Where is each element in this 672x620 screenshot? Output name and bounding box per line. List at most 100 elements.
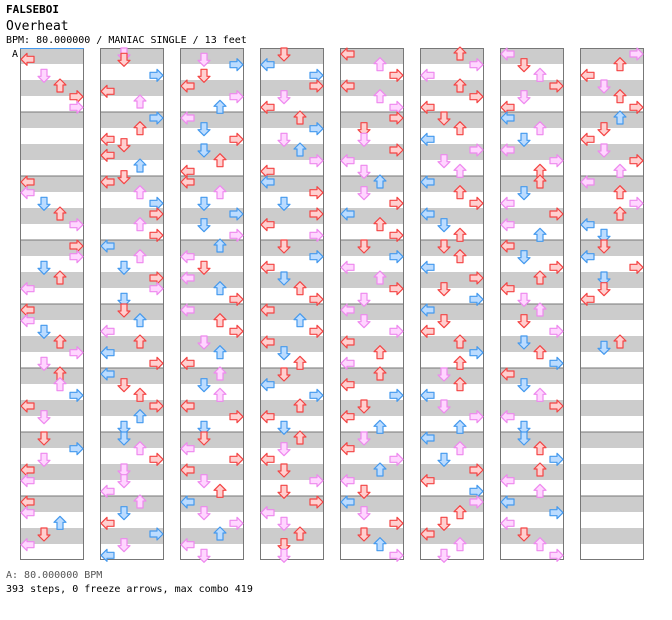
step-arrow-left: [260, 335, 275, 349]
step-arrow-down: [197, 52, 211, 67]
step-arrow-down: [597, 79, 611, 94]
step-arrow-right: [309, 154, 324, 168]
step-arrow-down: [277, 516, 291, 531]
step-arrow-down: [197, 260, 211, 275]
step-arrow-down: [197, 68, 211, 83]
step-arrow-down: [437, 399, 451, 414]
step-arrow-down: [437, 452, 451, 467]
step-arrow-left: [100, 148, 115, 162]
measure: [20, 304, 84, 368]
step-arrow-up: [293, 526, 307, 541]
step-arrow-up: [213, 387, 227, 402]
step-arrow-down: [197, 378, 211, 393]
measure: [20, 496, 84, 560]
step-arrow-right: [229, 516, 244, 530]
step-arrow-left: [260, 218, 275, 232]
step-arrow-left: [420, 431, 435, 445]
step-arrow-up: [213, 153, 227, 168]
step-arrow-down: [597, 340, 611, 355]
step-arrow-left: [420, 527, 435, 541]
step-arrow-left: [420, 474, 435, 488]
chart-meta: BPM: 80.000000 / MANIAC SINGLE / 13 feet: [6, 35, 247, 46]
step-arrow-up: [373, 537, 387, 552]
step-arrow-right: [629, 154, 644, 168]
step-arrow-down: [597, 239, 611, 254]
step-arrow-down: [277, 442, 291, 457]
step-arrow-up: [453, 377, 467, 392]
step-arrow-down: [357, 132, 371, 147]
measure: [20, 432, 84, 496]
step-arrow-up: [293, 355, 307, 370]
step-arrow-up: [533, 537, 547, 552]
step-arrow-right: [549, 548, 564, 562]
step-arrow-right: [229, 292, 244, 306]
step-arrow-down: [437, 548, 451, 563]
step-arrow-up: [533, 174, 547, 189]
step-arrow-down: [197, 335, 211, 350]
measure: [340, 112, 404, 176]
measure: [20, 240, 84, 304]
step-arrow-down: [517, 186, 531, 201]
measure: [100, 304, 164, 368]
step-arrow-down: [277, 132, 291, 147]
step-arrow-down: [517, 292, 531, 307]
step-arrow-left: [340, 47, 355, 61]
measure: [580, 368, 644, 432]
step-arrow-right: [549, 324, 564, 338]
step-arrow-right: [549, 154, 564, 168]
step-arrow-down: [357, 164, 371, 179]
step-arrow-right: [469, 463, 484, 477]
step-arrow-right: [389, 143, 404, 157]
step-arrow-down: [437, 314, 451, 329]
step-arrow-right: [69, 388, 84, 402]
step-arrow-up: [133, 441, 147, 456]
step-arrow-left: [260, 410, 275, 424]
step-arrow-left: [20, 399, 35, 413]
step-arrow-left: [100, 367, 115, 381]
step-arrow-right: [389, 388, 404, 402]
step-arrow-left: [580, 292, 595, 306]
measure: [340, 176, 404, 240]
bpm-marker: A: [12, 49, 18, 60]
step-arrow-right: [389, 452, 404, 466]
step-arrow-left: [100, 175, 115, 189]
measure: [580, 432, 644, 496]
step-arrow-left: [20, 314, 35, 328]
step-arrow-left: [420, 260, 435, 274]
step-arrow-down: [357, 527, 371, 542]
step-arrow-up: [133, 185, 147, 200]
step-arrow-down: [117, 303, 131, 318]
step-arrow-right: [229, 207, 244, 221]
step-arrow-right: [149, 399, 164, 413]
step-arrow-left: [340, 303, 355, 317]
step-arrow-up: [133, 409, 147, 424]
step-arrow-up: [533, 67, 547, 82]
step-arrow-up: [533, 227, 547, 242]
step-arrow-down: [117, 538, 131, 553]
step-arrow-left: [20, 186, 35, 200]
step-arrow-down: [277, 47, 291, 62]
step-arrow-up: [533, 483, 547, 498]
measure: [180, 48, 244, 112]
measure: [580, 112, 644, 176]
step-arrow-down: [517, 90, 531, 105]
step-arrow-down: [117, 52, 131, 67]
step-arrow-down: [277, 538, 291, 553]
step-arrow-up: [53, 377, 67, 392]
step-arrow-down: [37, 452, 51, 467]
step-arrow-up: [453, 537, 467, 552]
step-arrow-right: [149, 111, 164, 125]
step-arrow-right: [149, 207, 164, 221]
step-arrow-right: [309, 207, 324, 221]
step-arrow-left: [100, 132, 115, 146]
step-arrow-left: [500, 282, 515, 296]
step-arrow-left: [500, 495, 515, 509]
step-arrow-up: [533, 345, 547, 360]
step-arrow-right: [69, 100, 84, 114]
step-arrow-left: [180, 175, 195, 189]
step-arrow-left: [340, 378, 355, 392]
measure: [580, 496, 644, 560]
step-arrow-left: [580, 175, 595, 189]
step-arrow-up: [293, 398, 307, 413]
step-arrow-left: [340, 335, 355, 349]
